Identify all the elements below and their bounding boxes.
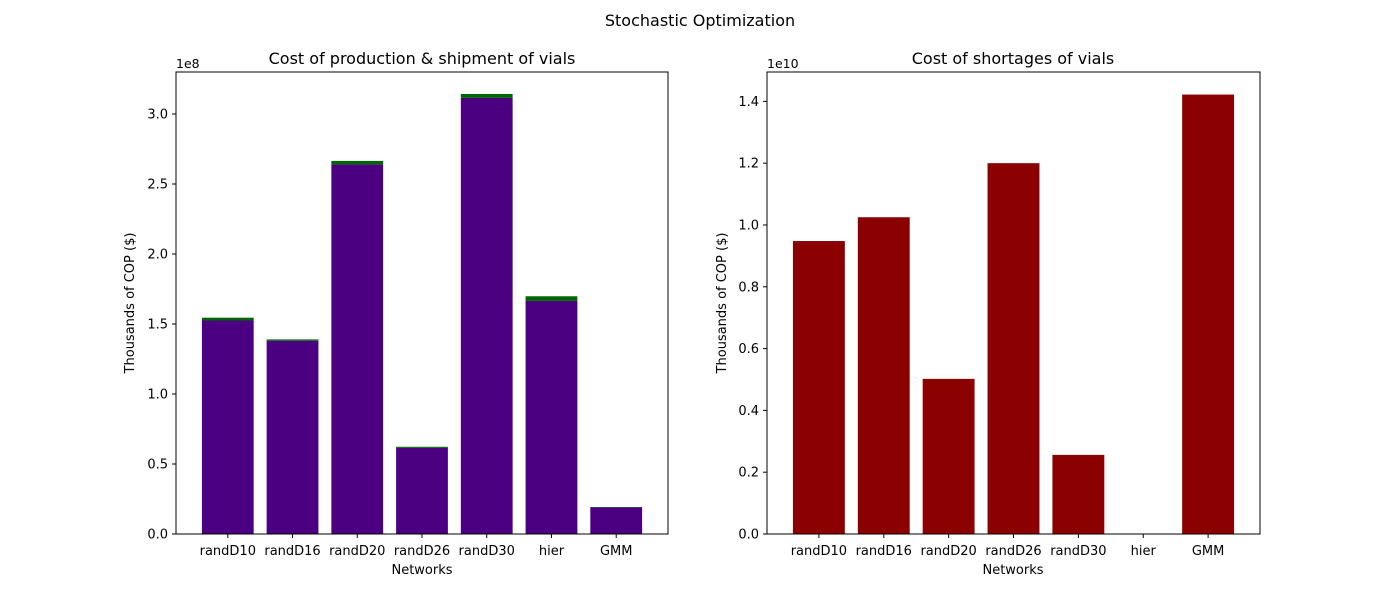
y-tick-label: 1.0 — [738, 218, 759, 233]
bar-GMM-series-0 — [590, 507, 643, 534]
chart-title: Cost of shortages of vials — [912, 49, 1115, 68]
y-axis-label: Thousands of COP ($) — [715, 233, 730, 375]
y-tick-label: 3.0 — [147, 108, 168, 123]
bar-randD26-series-0 — [396, 447, 448, 534]
x-tick-label: randD20 — [329, 544, 385, 559]
x-axis-label: Networks — [391, 563, 452, 578]
bars-group — [201, 93, 643, 535]
y-offset-label: 1e8 — [176, 56, 200, 71]
chart-production-shipment: Cost of production & shipment of vials 1… — [123, 49, 669, 578]
bar-randD26 — [987, 163, 1040, 534]
bar-randD16-series-0 — [266, 340, 319, 534]
y-tick-label: 0.2 — [738, 466, 759, 481]
figure-suptitle: Stochastic Optimization — [605, 11, 795, 30]
x-tick-label: randD16 — [856, 544, 912, 559]
chart-title: Cost of production & shipment of vials — [269, 49, 576, 68]
y-tick-label: 0.8 — [738, 280, 759, 295]
y-tick-label: 1.2 — [738, 157, 759, 172]
y-tick-label: 0.5 — [147, 458, 168, 473]
y-tick-label: 2.0 — [147, 248, 168, 263]
x-tick-label: GMM — [600, 544, 633, 559]
y-tick-label: 1.0 — [147, 388, 168, 403]
x-tick-label: randD20 — [920, 544, 976, 559]
x-tick-label: randD10 — [791, 544, 847, 559]
bar-randD10-series-1 — [201, 317, 254, 321]
x-tick-label: GMM — [1192, 544, 1225, 559]
bar-randD20-series-0 — [331, 164, 384, 534]
y-tick-label: 0.6 — [738, 342, 759, 357]
bars-group — [792, 94, 1235, 534]
plot-frame — [175, 71, 669, 535]
x-tick-label: randD30 — [459, 544, 515, 559]
bar-randD16-series-1 — [266, 339, 319, 341]
x-tick-label: hier — [539, 544, 565, 559]
x-tick-label: hier — [1131, 544, 1157, 559]
y-tick-label: 0.4 — [738, 404, 759, 419]
bar-randD16 — [857, 217, 910, 534]
plot-frame — [766, 71, 1261, 535]
x-tick-label: randD10 — [200, 544, 256, 559]
bar-randD20 — [922, 378, 975, 534]
bar-hier-series-0 — [525, 300, 578, 534]
bar-hier-series-1 — [525, 296, 578, 301]
y-axis-label: Thousands of COP ($) — [123, 233, 138, 375]
y-tick-label: 2.5 — [147, 178, 168, 193]
bar-randD30-series-0 — [460, 97, 513, 535]
y-tick-label: 0.0 — [147, 528, 168, 543]
y-offset-label: 1e10 — [767, 56, 799, 71]
x-tick-label: randD26 — [394, 544, 450, 559]
bar-GMM — [1182, 94, 1235, 534]
bar-randD26-series-1 — [396, 446, 448, 448]
ticks-group: randD10 randD16 randD20 randD26 randD30 hier G… — [738, 95, 1224, 559]
bar-randD20-series-1 — [331, 160, 384, 165]
y-tick-label: 1.4 — [738, 95, 759, 110]
ticks-group: randD10 randD16 randD20 randD26 randD30 hier G… — [147, 108, 632, 560]
y-tick-label: 1.5 — [147, 318, 168, 333]
x-tick-label: randD16 — [264, 544, 320, 559]
chart-shortages: Cost of shortages of vials 1e10 Thousand… — [715, 49, 1261, 578]
x-tick-label: randD30 — [1050, 544, 1106, 559]
x-tick-label: randD26 — [985, 544, 1041, 559]
bar-randD10-series-0 — [201, 320, 254, 534]
bar-randD30 — [1052, 454, 1105, 534]
bar-randD30-series-1 — [460, 93, 513, 98]
x-axis-label: Networks — [982, 563, 1043, 578]
y-tick-label: 0.0 — [738, 528, 759, 543]
bar-randD10 — [792, 241, 845, 534]
